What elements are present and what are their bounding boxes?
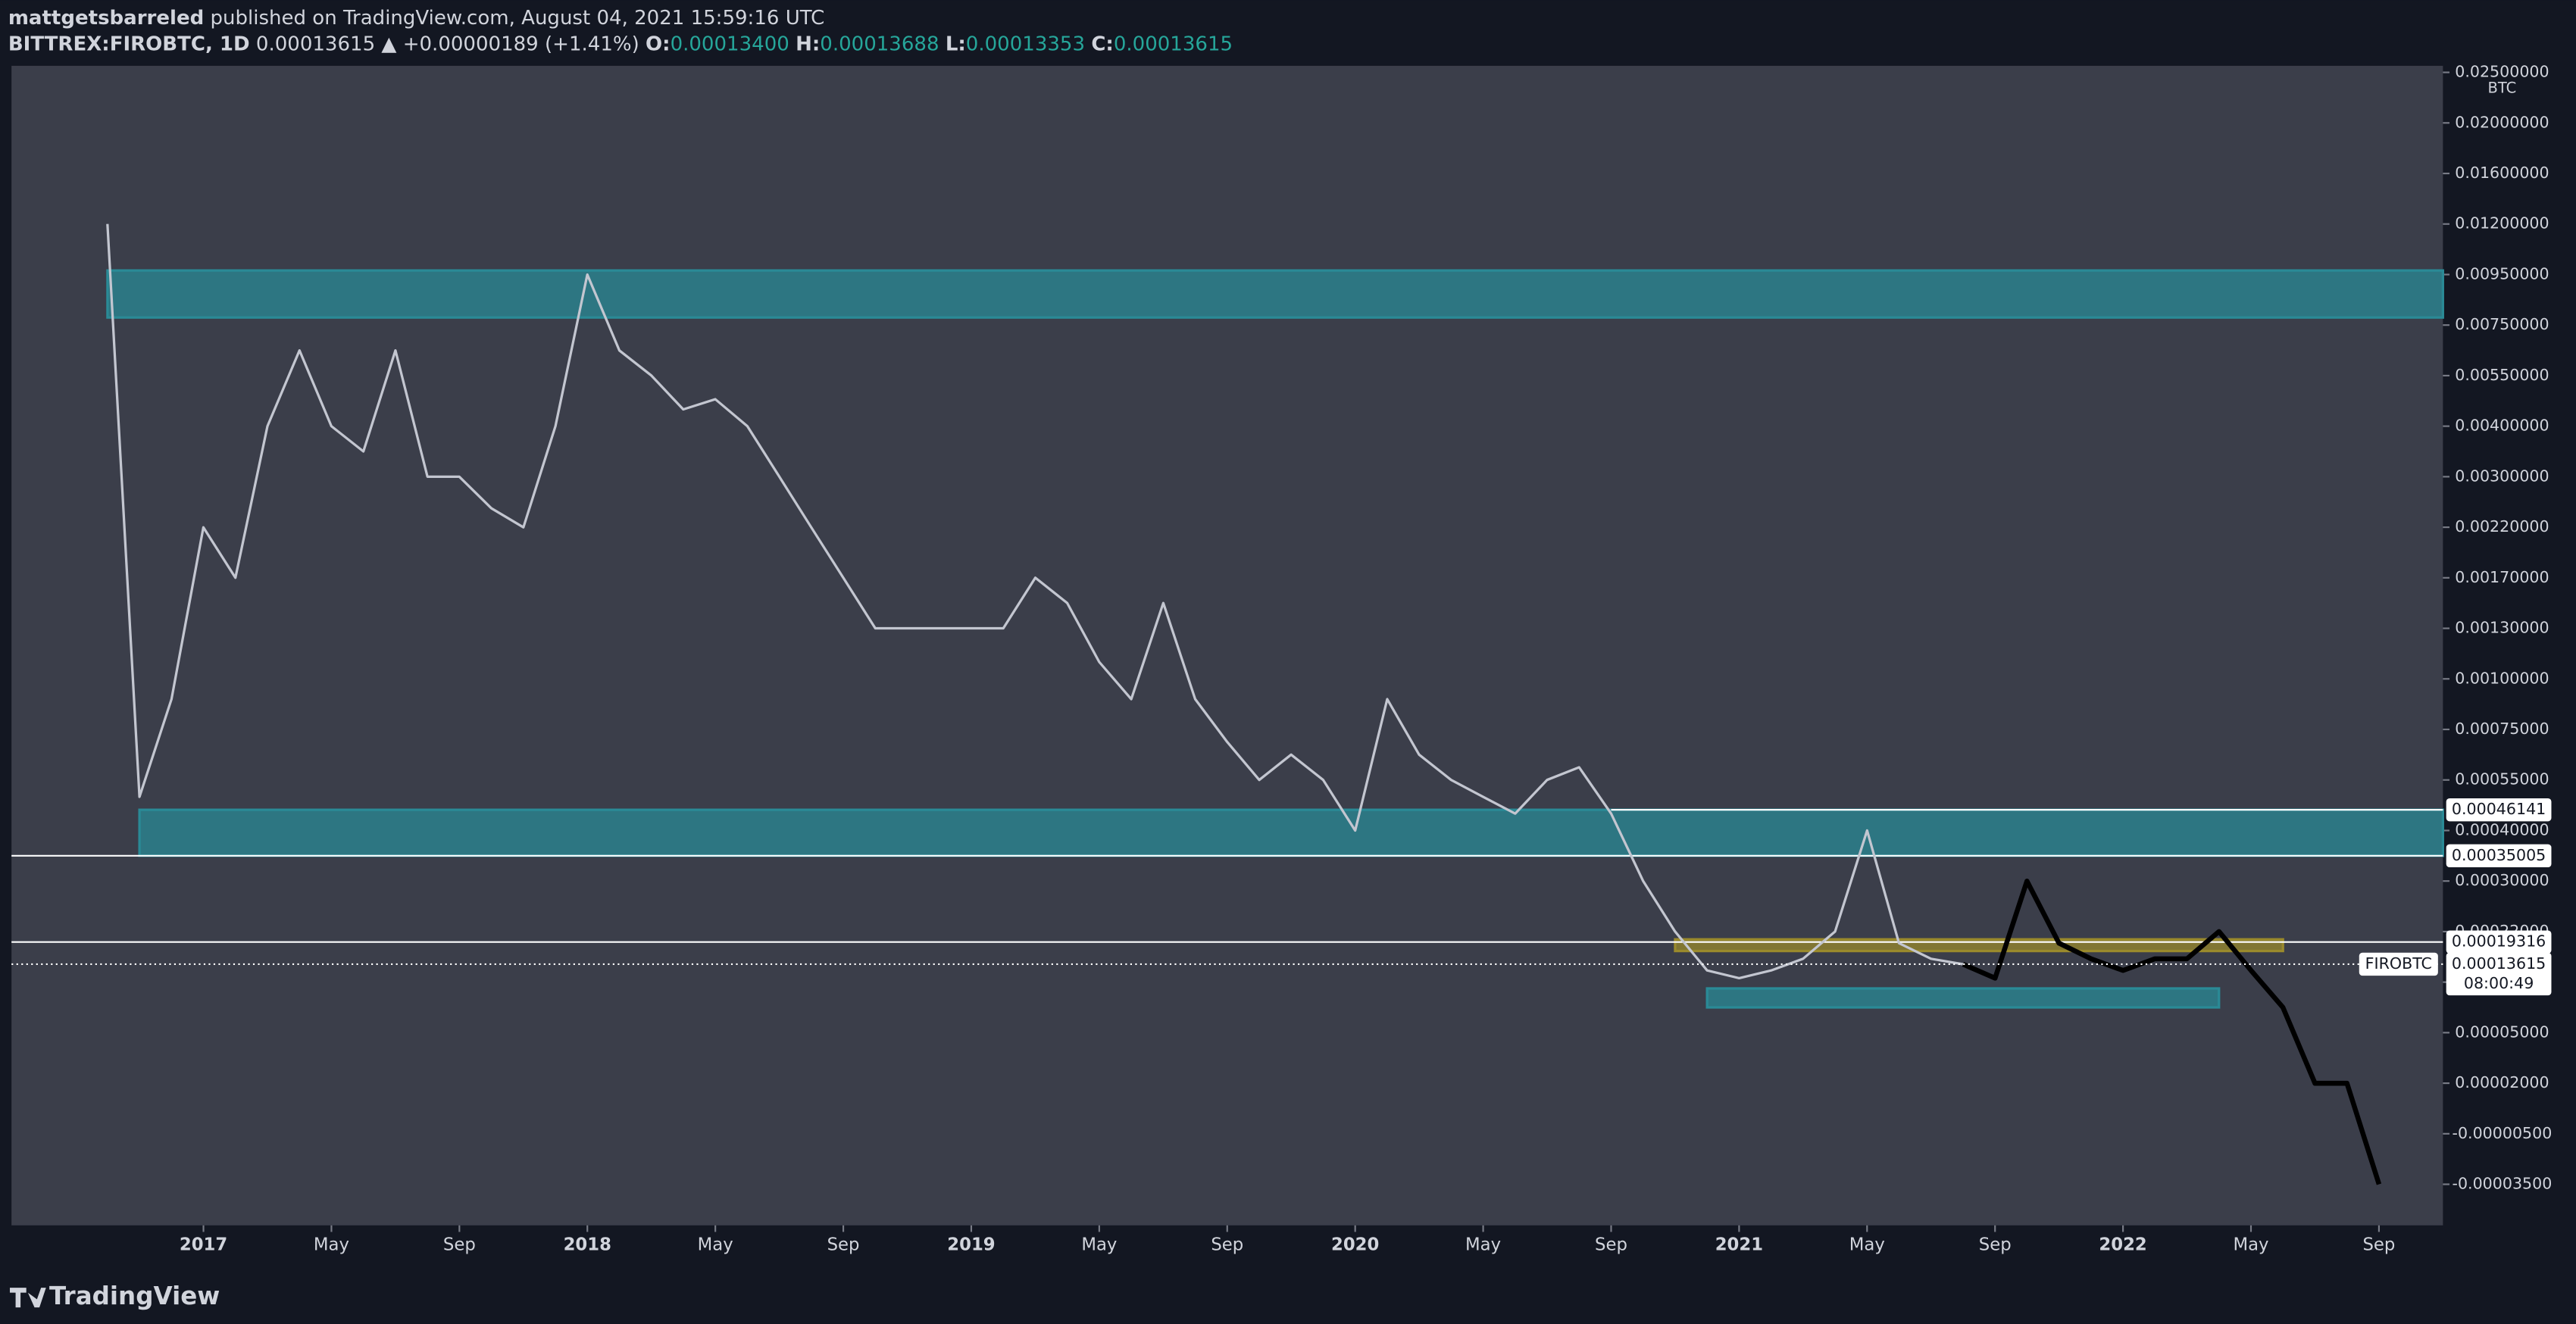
last-price-label: 0.00013615 [2452, 954, 2546, 973]
y-tick-label: 0.00750000 [2455, 315, 2549, 333]
y-tick-label: -0.00003500 [2453, 1175, 2553, 1193]
y-tick-label: 0.02000000 [2455, 113, 2549, 131]
y-tick-label: 0.00075000 [2455, 720, 2549, 738]
zone [138, 808, 2444, 857]
x-tick-label: Sep [1595, 1235, 1627, 1254]
price-label: 0.00035005 [2452, 846, 2546, 864]
symbol-label: FIROBTC [2365, 954, 2432, 973]
x-tick-label: May [1081, 1235, 1117, 1254]
y-tick-label: 0.00300000 [2455, 467, 2549, 485]
c-label: C: [1091, 33, 1114, 55]
y-tick-label: 0.00400000 [2455, 417, 2549, 435]
y-tick-label: 0.00170000 [2455, 568, 2549, 586]
price-series [1962, 879, 2382, 1185]
x-tick-label: 2017 [180, 1235, 227, 1254]
c: 0.00013615 [1114, 33, 1233, 55]
price-label-box [2446, 798, 2552, 822]
published: published on TradingView.com, August 04,… [211, 7, 825, 30]
y-tick-label: -0.00000500 [2453, 1124, 2553, 1142]
x-tick-label: 2022 [2099, 1235, 2146, 1254]
x-tick-label: Sep [827, 1235, 860, 1254]
x-tick-label: May [314, 1235, 349, 1254]
price-label: 0.00019316 [2452, 932, 2546, 951]
last-price-box [2446, 952, 2552, 996]
symbol: BITTREX:FIROBTC, 1D [8, 33, 250, 55]
y-tick-label: 0.01600000 [2455, 164, 2549, 182]
zone [1674, 938, 2284, 953]
header-line2: BITTREX:FIROBTC, 1D 0.00013615 ▲ +0.0000… [8, 33, 1233, 55]
y-tick-label: 0.00130000 [2455, 619, 2549, 637]
y-tick-label: 0.00040000 [2455, 820, 2549, 838]
zone [106, 269, 2444, 319]
y-tick-label: 0.00005000 [2455, 1023, 2549, 1041]
l: 0.00013353 [966, 33, 1085, 55]
logo-icon [10, 1288, 46, 1308]
brand: TradingView [49, 1282, 220, 1310]
x-tick-label: May [698, 1235, 733, 1254]
countdown: 08:00:49 [2464, 974, 2534, 992]
o-label: O: [646, 33, 671, 55]
y-tick-label: 0.00055000 [2455, 770, 2549, 788]
x-tick-label: 2020 [1331, 1235, 1379, 1254]
y-tick-label: 0.00100000 [2455, 669, 2549, 687]
y-tick-label: 0.00950000 [2455, 264, 2549, 283]
price-label: 0.00046141 [2452, 800, 2546, 818]
o: 0.00013400 [671, 33, 789, 55]
x-tick-label: 2021 [1715, 1235, 1763, 1254]
change: ▲ +0.00000189 (+1.41%) [381, 33, 639, 55]
x-tick-label: Sep [1979, 1235, 2012, 1254]
symbol-box [2359, 952, 2438, 976]
y-tick-label: 0.00220000 [2455, 517, 2549, 536]
y-tick-label: 0.01200000 [2455, 214, 2549, 233]
x-tick-label: Sep [1211, 1235, 1243, 1254]
x-tick-label: May [1849, 1235, 1885, 1254]
y-tick-label: 0.00030000 [2455, 871, 2549, 889]
y-unit: BTC [2488, 80, 2517, 97]
y-tick-label: 0.02500000 [2455, 63, 2549, 81]
x-tick-label: Sep [2362, 1235, 2395, 1254]
price-label-box [2446, 844, 2552, 867]
y-tick-label: 0.00550000 [2455, 366, 2549, 384]
last: 0.00013615 [256, 33, 375, 55]
x-tick-label: 2019 [947, 1235, 995, 1254]
x-tick-label: May [1465, 1235, 1501, 1254]
h-label: H: [796, 33, 820, 55]
x-tick-label: 2018 [564, 1235, 611, 1254]
header-line1: mattgetsbarreled published on TradingVie… [8, 7, 824, 30]
x-tick-label: May [2233, 1235, 2268, 1254]
y-tick-label: 0.00002000 [2455, 1073, 2549, 1091]
plot-area [11, 65, 2443, 1226]
price-series [106, 223, 1964, 980]
zone [1705, 987, 2221, 1009]
h: 0.00013688 [820, 33, 939, 55]
x-tick-label: Sep [443, 1235, 476, 1254]
l-label: L: [946, 33, 966, 55]
author: mattgetsbarreled [8, 7, 204, 30]
price-label-box [2446, 930, 2552, 954]
